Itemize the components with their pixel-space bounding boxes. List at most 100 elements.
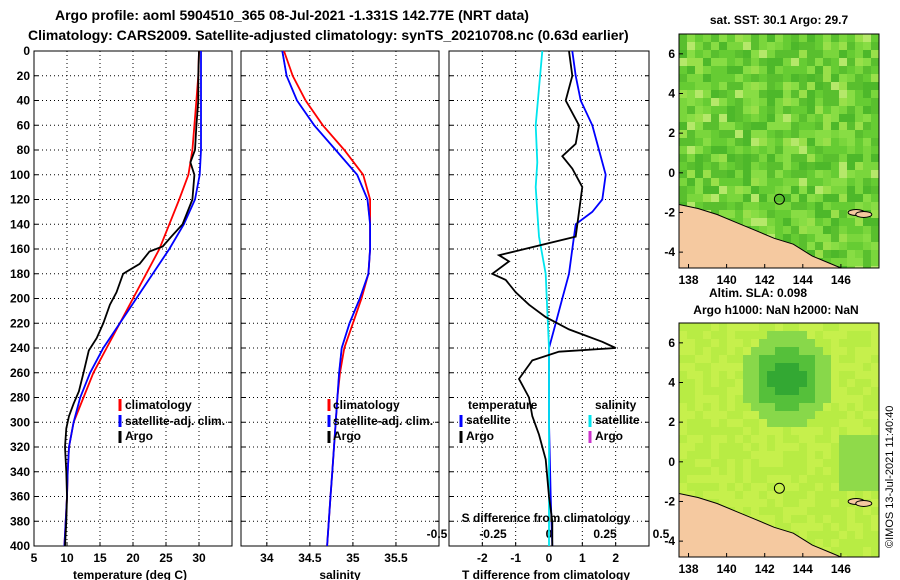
map-cell bbox=[799, 194, 807, 202]
map-cell bbox=[783, 323, 791, 331]
map-cell bbox=[807, 443, 815, 451]
map-cell bbox=[727, 419, 735, 427]
map-cell bbox=[855, 74, 863, 82]
map-cell bbox=[831, 226, 839, 234]
map-cell bbox=[743, 475, 751, 483]
map-cell bbox=[767, 491, 775, 499]
map-cell bbox=[759, 210, 767, 218]
sst-map-title: sat. SST: 30.1 Argo: 29.7 bbox=[710, 13, 849, 27]
map-cell bbox=[743, 395, 751, 403]
map-cell bbox=[735, 50, 743, 58]
map-y-tick-label: 0 bbox=[668, 166, 675, 180]
map-cell bbox=[735, 387, 743, 395]
map-cell bbox=[799, 170, 807, 178]
map-cell bbox=[687, 427, 695, 435]
map-cell bbox=[719, 178, 727, 186]
map-cell bbox=[831, 90, 839, 98]
map-cell bbox=[831, 459, 839, 467]
map-cell bbox=[791, 411, 799, 419]
map-cell bbox=[767, 146, 775, 154]
map-cell bbox=[735, 435, 743, 443]
map-cell bbox=[735, 347, 743, 355]
map-cell bbox=[727, 66, 735, 74]
map-cell bbox=[799, 50, 807, 58]
temperature-xlabel: temperature (deg C) bbox=[73, 568, 187, 580]
map-cell bbox=[711, 467, 719, 475]
map-cell bbox=[743, 178, 751, 186]
map-cell bbox=[767, 363, 775, 371]
map-cell bbox=[751, 443, 759, 451]
map-cell bbox=[815, 379, 823, 387]
map-cell bbox=[735, 194, 743, 202]
map-cell bbox=[839, 234, 847, 242]
sst-map-axes: 138 140 142 144 146 6 4 2 0 -2 -4 bbox=[664, 47, 851, 287]
map-cell bbox=[695, 194, 703, 202]
map-cell bbox=[719, 387, 727, 395]
map-cell bbox=[679, 403, 687, 411]
map-cell bbox=[831, 363, 839, 371]
map-cell bbox=[863, 515, 871, 523]
map-cell bbox=[863, 130, 871, 138]
map-cell bbox=[767, 58, 775, 66]
map-cell bbox=[847, 106, 855, 114]
x-tick-label: 2 bbox=[612, 551, 619, 565]
map-cell bbox=[823, 419, 831, 427]
map-cell bbox=[767, 34, 775, 42]
map-cell bbox=[719, 210, 727, 218]
map-cell bbox=[767, 467, 775, 475]
map-cell bbox=[815, 234, 823, 242]
map-cell bbox=[703, 339, 711, 347]
map-cell bbox=[815, 82, 823, 90]
map-cell bbox=[855, 363, 863, 371]
map-cell bbox=[719, 419, 727, 427]
map-cell bbox=[783, 194, 791, 202]
map-cell bbox=[767, 475, 775, 483]
map-cell bbox=[791, 331, 799, 339]
map-cell bbox=[839, 122, 847, 130]
map-cell bbox=[815, 347, 823, 355]
map-cell bbox=[719, 34, 727, 42]
map-cell bbox=[839, 363, 847, 371]
map-cell bbox=[687, 395, 695, 403]
map-cell bbox=[839, 491, 847, 499]
secondary-tick-label: -0.25 bbox=[479, 527, 507, 541]
map-cell bbox=[799, 339, 807, 347]
map-cell bbox=[775, 331, 783, 339]
map-cell bbox=[783, 459, 791, 467]
map-cell bbox=[791, 499, 799, 507]
map-cell bbox=[807, 507, 815, 515]
map-cell bbox=[799, 363, 807, 371]
map-cell bbox=[799, 347, 807, 355]
map-cell bbox=[815, 427, 823, 435]
map-cell bbox=[743, 443, 751, 451]
map-cell bbox=[791, 170, 799, 178]
map-cell bbox=[847, 531, 855, 539]
map-cell bbox=[735, 475, 743, 483]
map-cell bbox=[839, 202, 847, 210]
map-cell bbox=[719, 459, 727, 467]
map-cell bbox=[831, 194, 839, 202]
map-cell bbox=[759, 451, 767, 459]
map-cell bbox=[759, 491, 767, 499]
map-cell bbox=[863, 170, 871, 178]
map-cell bbox=[775, 507, 783, 515]
map-cell bbox=[823, 210, 831, 218]
map-cell bbox=[823, 395, 831, 403]
map-cell bbox=[871, 467, 879, 475]
secondary-tick-label: 0.5 bbox=[653, 527, 670, 541]
map-cell bbox=[815, 178, 823, 186]
map-cell bbox=[727, 90, 735, 98]
map-cell bbox=[719, 162, 727, 170]
map-cell bbox=[839, 34, 847, 42]
map-cell bbox=[791, 82, 799, 90]
map-cell bbox=[775, 387, 783, 395]
map-cell bbox=[759, 66, 767, 74]
map-cell bbox=[863, 50, 871, 58]
map-cell bbox=[839, 146, 847, 154]
map-cell bbox=[727, 411, 735, 419]
map-cell bbox=[823, 355, 831, 363]
map-cell bbox=[863, 547, 871, 555]
map-cell bbox=[719, 42, 727, 50]
map-y-tick-label: -2 bbox=[664, 205, 675, 219]
map-cell bbox=[783, 331, 791, 339]
